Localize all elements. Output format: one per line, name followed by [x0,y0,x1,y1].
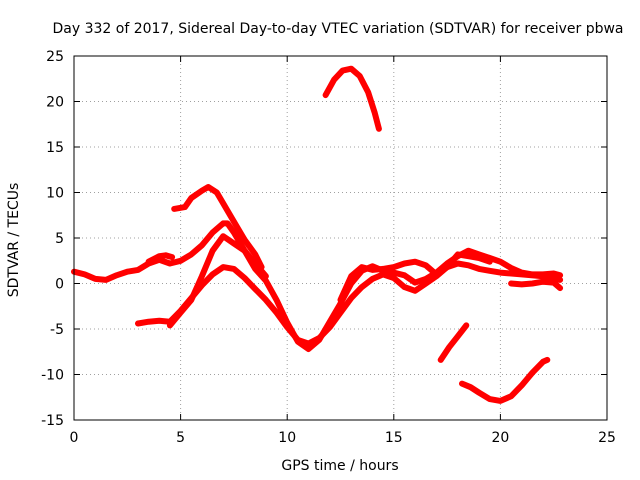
x-tick-label: 20 [491,430,509,446]
series-track-2 [171,184,265,271]
y-tick-label: 5 [55,231,64,247]
y-tick-label: 25 [46,49,64,65]
data-series [71,65,564,404]
grid [74,56,607,420]
x-tick-label: 25 [598,430,616,446]
x-tick-label: 0 [70,430,79,446]
chart-title: Day 332 of 2017, Sidereal Day-to-day VTE… [52,21,623,37]
series-track-6 [437,322,470,363]
x-tick-label: 10 [278,430,296,446]
y-axis-label: SDTVAR / TECUs [6,183,22,298]
x-axis-label: GPS time / hours [281,458,398,474]
series-track-7 [459,356,551,404]
series-track-4 [166,233,269,329]
series-track-3 [135,260,564,347]
x-tick-label: 15 [385,430,403,446]
x-tick-label: 5 [176,430,185,446]
series-track-1 [71,220,564,352]
axis-ticks: 0 5 10 15 20 25 -15 -10 -5 0 5 10 15 20 25 [41,49,616,446]
y-tick-label: -15 [41,413,64,429]
y-tick-label: 15 [46,140,64,156]
y-tick-label: 10 [46,186,64,202]
series-track-5 [322,65,382,132]
plot-frame [73,55,608,421]
y-tick-label: -5 [50,322,64,338]
series-track-10 [145,252,176,265]
series-track-8 [508,278,564,292]
y-tick-label: -10 [41,368,64,384]
y-tick-label: 0 [55,277,64,293]
y-tick-label: 20 [46,95,64,111]
series-track-9 [337,251,493,303]
